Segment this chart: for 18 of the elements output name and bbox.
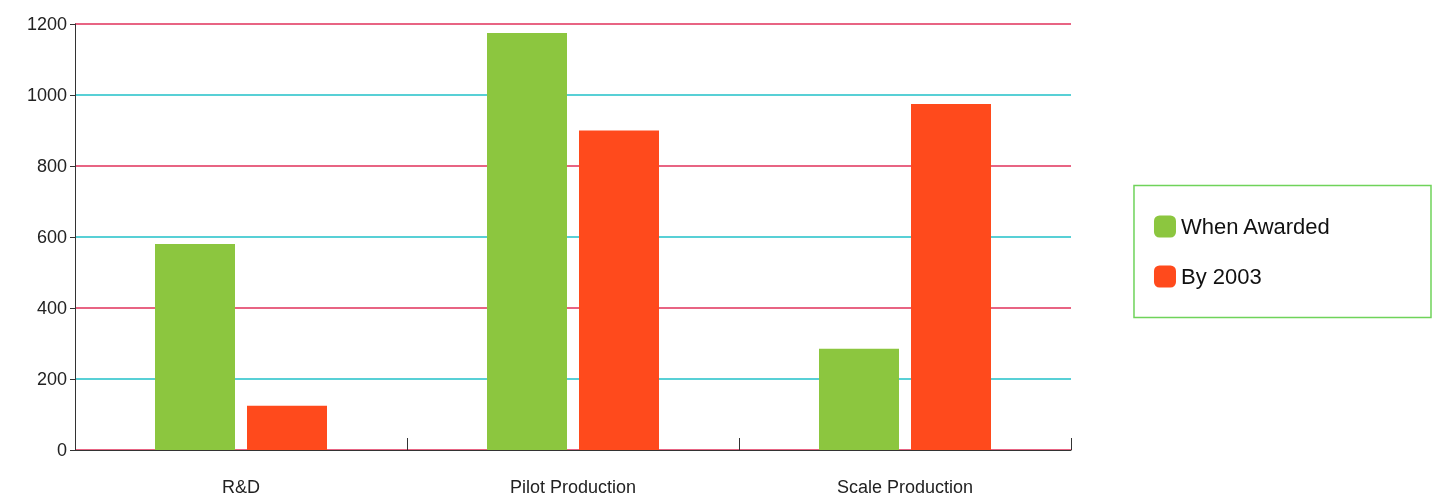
y-tick-label: 800 [36,156,67,176]
bar [487,32,567,450]
y-tick-label: 1200 [26,14,67,34]
bar [579,130,659,450]
legend-label: By 2003 [1180,264,1262,289]
bar [155,244,235,450]
x-tick-label: Pilot Production [509,477,637,497]
legend-label: When Awarded [1180,214,1330,239]
x-tick-label: Scale Production [836,477,974,497]
bar [247,405,327,450]
bar [911,103,991,450]
y-tick-label: 0 [56,440,67,460]
bar [819,348,899,450]
y-tick-label: 1000 [26,85,67,105]
y-tick-label: 600 [36,227,67,247]
y-tick-label: 400 [36,298,67,318]
y-tick-label: 200 [36,369,67,389]
x-tick-label: R&D [221,477,261,497]
